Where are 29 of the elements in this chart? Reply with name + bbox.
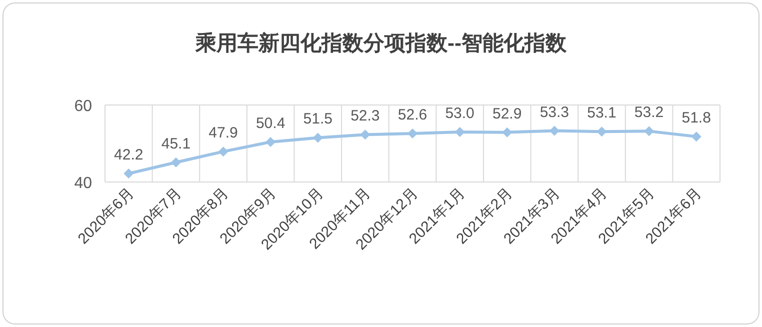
point (549, 126, 560, 136)
text: 51.5 (303, 110, 332, 128)
point (170, 157, 181, 168)
point (218, 146, 228, 157)
point (408, 128, 418, 138)
text: 50.4 (256, 114, 286, 132)
text: 47.9 (208, 124, 238, 142)
text: 53.0 (445, 104, 474, 122)
text: 42.2 (114, 146, 144, 164)
text: 51.8 (682, 110, 711, 127)
point (360, 130, 370, 140)
y-tick-label: 60 (74, 98, 92, 115)
text: 52.3 (350, 108, 380, 125)
point (266, 136, 276, 147)
point (124, 168, 134, 179)
text: 53.2 (634, 104, 664, 122)
point (596, 126, 607, 137)
point (691, 132, 702, 142)
point (502, 127, 512, 138)
point (454, 126, 465, 137)
y-tick-label: 40 (74, 175, 92, 192)
text: 52.9 (492, 105, 522, 122)
text: 45.1 (161, 135, 191, 152)
point (312, 132, 323, 143)
point (644, 126, 654, 136)
text: 52.6 (398, 106, 428, 124)
text: 53.1 (587, 104, 616, 122)
text: 53.3 (540, 104, 570, 121)
chart-title: 乘用车新四化指数分项指数--智能化指数 (194, 31, 568, 55)
